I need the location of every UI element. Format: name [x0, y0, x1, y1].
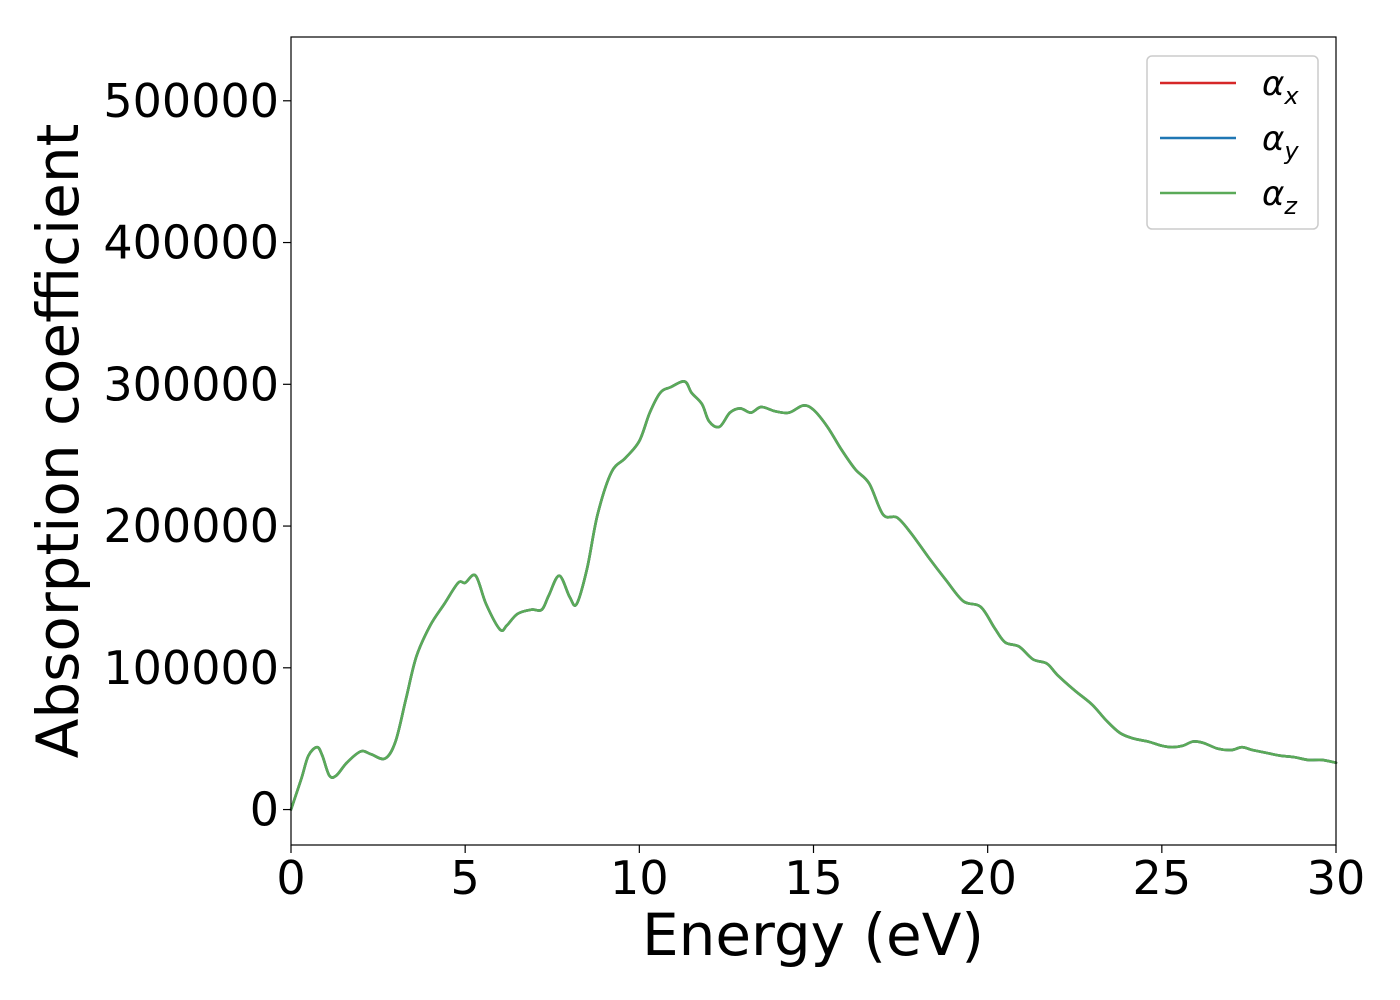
legend-symbol: α [1262, 119, 1284, 159]
y-tick-label: 200000 [103, 499, 279, 553]
series-line-3 [289, 380, 1338, 811]
legend-label-2: αy [1262, 119, 1299, 165]
x-tick-label: 5 [451, 851, 480, 905]
legend-symbol: α [1262, 64, 1284, 104]
y-tick-label: 300000 [103, 357, 279, 411]
x-tick-label: 30 [1307, 851, 1366, 905]
y-axis: 0 100000 200000 300000 400000 500000 [103, 74, 291, 837]
x-axis-title: Energy (eV) [642, 901, 984, 969]
x-tick-label: 15 [784, 851, 843, 905]
legend-subscript: y [1283, 137, 1299, 165]
y-tick-label: 400000 [103, 216, 279, 270]
y-axis-title: Absorption coefficient [24, 124, 92, 759]
legend-subscript: x [1283, 82, 1299, 110]
x-tick-label: 0 [276, 851, 305, 905]
legend-label-3: αz [1262, 174, 1298, 220]
legend-box [1146, 55, 1319, 230]
x-tick-label: 10 [610, 851, 669, 905]
y-tick-label: 500000 [103, 74, 279, 128]
x-tick-label: 25 [1133, 851, 1192, 905]
y-tick-label: 0 [250, 783, 279, 837]
x-tick-label: 20 [958, 851, 1017, 905]
legend-symbol: α [1262, 174, 1284, 214]
legend-subscript: z [1283, 192, 1298, 220]
x-axis: 0 5 10 15 20 25 30 [276, 845, 1365, 905]
y-tick-label: 100000 [103, 641, 279, 695]
legend-label-1: αx [1262, 64, 1299, 110]
series-layer [289, 380, 1338, 811]
